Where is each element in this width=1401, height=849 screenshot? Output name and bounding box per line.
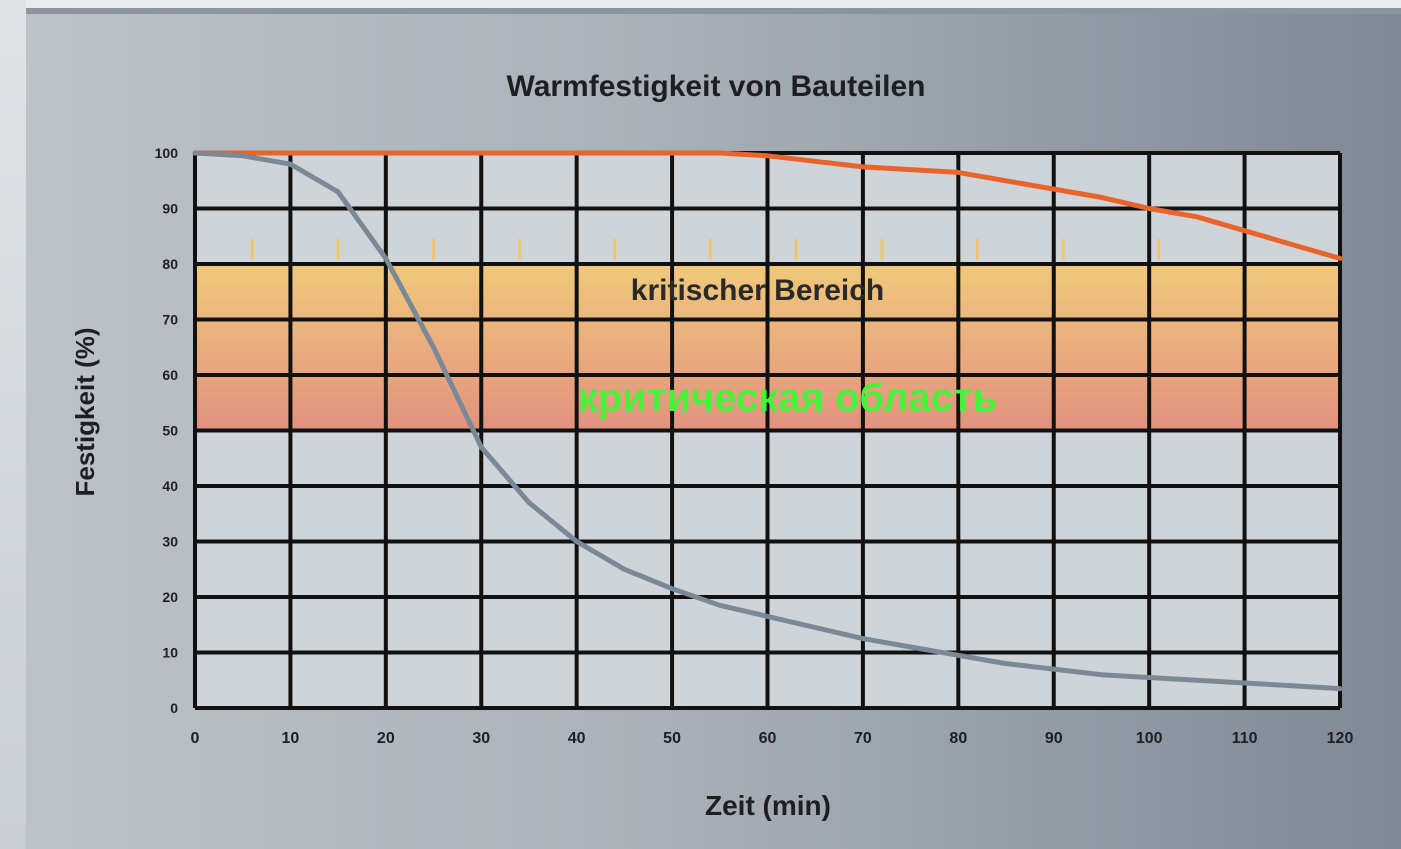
- y-tick-label-8: 80: [162, 256, 178, 272]
- y-axis-ticks: 0 10 20 30 40 50 60 70 80 90 100: [155, 145, 179, 716]
- x-tick-label-4: 40: [568, 730, 586, 747]
- y-tick-label-3: 30: [162, 534, 178, 550]
- y-tick-label-9: 90: [162, 201, 178, 217]
- y-tick-label-4: 40: [162, 478, 178, 494]
- y-axis-label: Festigkeit (%): [70, 327, 100, 496]
- x-tick-label-9: 90: [1045, 730, 1063, 747]
- series-line-1: [192, 150, 1343, 692]
- y-tick-label-7: 70: [162, 312, 178, 328]
- x-tick-label-8: 80: [949, 730, 967, 747]
- chart-title: Warmfestigkeit von Bauteilen: [507, 70, 926, 103]
- y-tick-label-1: 10: [162, 645, 178, 661]
- left-margin-strip: [0, 0, 26, 849]
- x-tick-label-11: 110: [1232, 730, 1258, 747]
- x-tick-label-1: 10: [282, 730, 300, 747]
- x-tick-label-10: 100: [1136, 730, 1163, 747]
- x-tick-label-12: 120: [1327, 730, 1354, 747]
- series-line-0: [192, 150, 1343, 261]
- critical-region-overlay-label: критическая область: [578, 376, 997, 420]
- plot-area: kritischer Bereich критическая область: [192, 150, 1343, 710]
- critical-markers: [250, 239, 1161, 260]
- y-tick-label-5: 50: [162, 423, 178, 439]
- y-tick-label-2: 20: [162, 589, 178, 605]
- x-tick-label-7: 70: [854, 730, 872, 747]
- y-tick-label-10: 100: [155, 145, 179, 161]
- series-lines: [192, 150, 1343, 692]
- x-tick-label-5: 50: [663, 730, 681, 747]
- x-axis-label: Zeit (min): [705, 790, 831, 821]
- critical-region-label: kritischer Bereich: [631, 274, 884, 307]
- x-tick-label-3: 30: [472, 730, 490, 747]
- x-tick-label-0: 0: [191, 730, 200, 747]
- y-tick-label-0: 0: [170, 700, 178, 716]
- x-axis-ticks: 0 10 20 30 40 50 60 70 80 90 100 110 120: [191, 730, 1354, 747]
- y-tick-label-6: 60: [162, 367, 178, 383]
- x-tick-label-2: 20: [377, 730, 395, 747]
- x-tick-label-6: 60: [759, 730, 777, 747]
